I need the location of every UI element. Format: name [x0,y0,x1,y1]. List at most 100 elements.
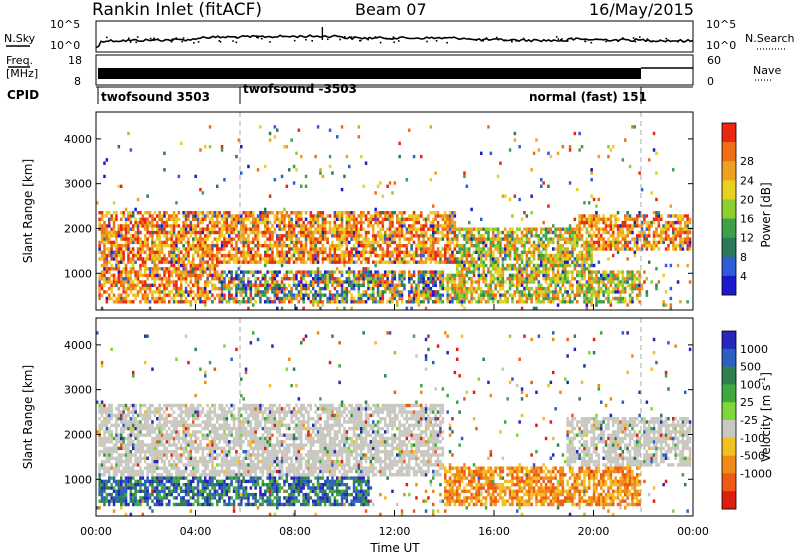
noise-dot [172,40,174,42]
heatmap-cell [382,218,385,221]
heatmap-cell [610,214,613,217]
heatmap-cell [204,284,207,287]
heatmap-cell [106,467,109,470]
heatmap-cell [461,277,464,280]
heatmap-cell [384,231,387,234]
heatmap-cell [653,231,656,234]
heatmap-cell [228,280,231,283]
heatmap-cell [245,294,248,297]
heatmap-cell [110,486,113,489]
heatmap-cell [377,270,380,273]
heatmap-cell [545,294,548,297]
heatmap-cell [343,228,346,231]
heatmap-cell [113,300,116,303]
heatmap-cell [302,257,305,260]
heatmap-cell [98,490,101,493]
heatmap-cell [442,218,445,221]
heatmap-cell [310,244,313,247]
heatmap-cell [151,284,154,287]
heatmap-cell [550,284,553,287]
heatmap-cell [106,453,109,456]
heatmap-cell [338,254,341,257]
heatmap-cell [154,277,157,280]
heatmap-cell [586,251,589,254]
heatmap-cell [293,234,296,237]
heatmap-cell [574,228,577,231]
heatmap-cell [456,297,459,300]
heatmap-cell [319,231,322,234]
heatmap-cell [338,211,341,214]
heatmap-cell [456,274,459,277]
heatmap-cell [557,257,560,260]
heatmap-cell [106,257,109,260]
heatmap-cell [499,294,502,297]
heatmap-cell [593,247,596,250]
heatmap-cell [372,274,375,277]
heatmap-cell [293,165,296,168]
heatmap-cell [127,287,130,290]
heatmap-cell [276,251,279,254]
heatmap-cell [156,297,159,300]
heatmap-cell [514,138,517,141]
heatmap-cell [221,284,224,287]
heatmap-cell [689,247,692,250]
heatmap-cell [598,228,601,231]
heatmap-cell [540,300,543,303]
heatmap-cell [598,294,601,297]
heatmap-cell [259,294,262,297]
heatmap-cell [672,231,675,234]
heatmap-cell [206,277,209,280]
heatmap-cell [526,270,529,273]
heatmap-cell [158,274,161,277]
heatmap-cell [334,234,337,237]
heatmap-cell [413,257,416,260]
heatmap-cell [636,294,639,297]
heatmap-cell [230,241,233,244]
heatmap-cell [451,274,454,277]
heatmap-cell [353,234,356,237]
heatmap-cell [336,294,339,297]
heatmap-cell [386,277,389,280]
heatmap-cell [156,247,159,250]
heatmap-cell [192,231,195,234]
heatmap-cell [290,231,293,234]
heatmap-cell [106,290,109,293]
heatmap-cell [578,218,581,221]
heatmap-cell [288,221,291,224]
heatmap-cell [269,244,272,247]
heatmap-cell [322,234,325,237]
heatmap-cell [223,237,226,240]
heatmap-cell [574,257,577,260]
heatmap-cell [293,254,296,257]
heatmap-cell [334,254,337,257]
heatmap-cell [216,274,219,277]
heatmap-cell [173,224,176,227]
heatmap-cell [127,284,130,287]
heatmap-cell [137,284,140,287]
heatmap-cell [108,270,111,273]
heatmap-cell [638,234,641,237]
heatmap-cell [106,241,109,244]
heatmap-cell [602,221,605,224]
heatmap-cell [442,261,445,264]
heatmap-cell [194,264,197,267]
heatmap-cell [598,261,601,264]
heatmap-cell [132,254,135,257]
heatmap-cell [566,257,569,260]
heatmap-cell [372,231,375,234]
heatmap-cell [185,234,188,237]
heatmap-cell [391,214,394,217]
heatmap-cell [120,224,123,227]
heatmap-cell [554,284,557,287]
nave-right-tick-top: 60 [707,54,721,67]
heatmap-cell [482,244,485,247]
heatmap-cell [302,231,305,234]
heatmap-cell [149,214,152,217]
heatmap-cell [660,231,663,234]
heatmap-cell [602,247,605,250]
heatmap-cell [173,264,176,267]
heatmap-cell [302,261,305,264]
heatmap-cell [283,208,286,211]
heatmap-cell [101,241,104,244]
heatmap-cell [612,228,615,231]
